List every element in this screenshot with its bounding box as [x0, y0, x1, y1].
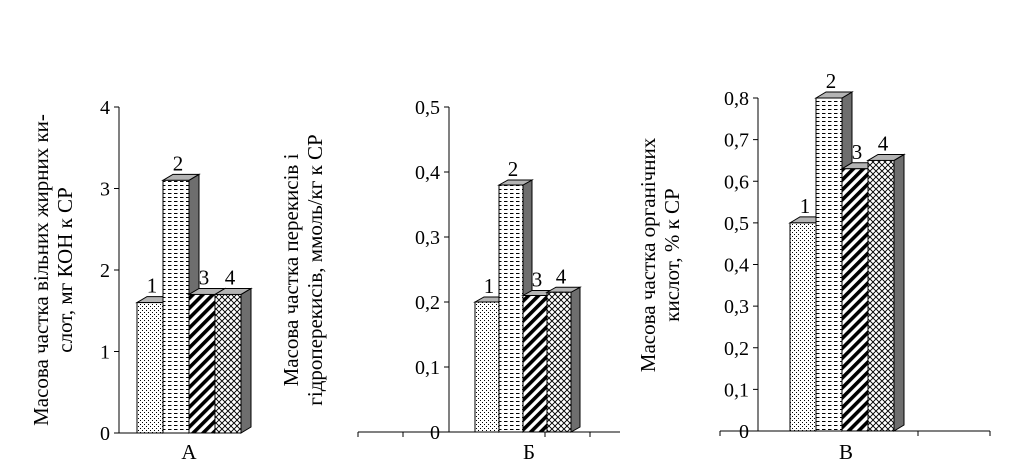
panel-label: В — [839, 440, 853, 464]
y-tick-label: 0,4 — [724, 255, 749, 277]
y-tick-label: 0,3 — [415, 227, 440, 249]
y-tick-label: 0,5 — [415, 97, 440, 119]
y-tick-label: 0,3 — [724, 296, 749, 318]
bar-label: 2 — [826, 69, 837, 93]
y-tick-label: 0 — [739, 421, 749, 443]
bar-label: 1 — [147, 274, 158, 298]
y-tick-label: 4 — [100, 97, 110, 119]
y-tick-label: 0,1 — [724, 379, 749, 401]
bar-4 — [867, 159, 895, 432]
bar-label: 4 — [556, 264, 567, 288]
bar-side — [570, 286, 581, 433]
y-axis-label: гідроперекисів, ммоль/кг к СР — [303, 134, 327, 405]
y-tick-label: 0,4 — [415, 162, 440, 184]
y-tick-label: 0 — [100, 423, 110, 445]
bar-4 — [214, 293, 242, 434]
bar-label: 1 — [800, 194, 811, 218]
bar-2 — [162, 179, 190, 434]
y-tick-label: 0,5 — [724, 213, 749, 235]
y-tick-label: 0,6 — [724, 171, 749, 193]
y-axis-label: слот, мг КОН к СР — [53, 187, 77, 352]
y-tick-label: 2 — [100, 260, 110, 282]
bar-label: 3 — [852, 140, 863, 164]
y-axis-label: Масова частка органічних — [636, 137, 660, 372]
y-tick-label: 0,7 — [724, 130, 749, 152]
y-tick-label: 0,1 — [415, 357, 440, 379]
bar-1 — [136, 302, 164, 434]
bar-1 — [789, 222, 817, 432]
bar-2 — [815, 97, 843, 432]
bar-side — [893, 153, 905, 432]
y-tick-label: 3 — [100, 179, 110, 201]
y-tick-label: 0,2 — [415, 292, 440, 314]
bar-label: 3 — [532, 268, 543, 292]
y-axis-label: Масова частка вільних жирних ки- — [29, 114, 53, 426]
bar-label: 3 — [199, 265, 210, 289]
bar-2 — [498, 184, 524, 433]
y-axis-label: кислот, % к СР — [660, 188, 684, 321]
bar-3 — [841, 168, 869, 432]
bar-label: 4 — [225, 265, 236, 289]
bar-3 — [188, 293, 216, 434]
panel-label: А — [181, 440, 197, 464]
bar-3 — [522, 295, 548, 433]
y-tick-label: 0,2 — [724, 338, 749, 360]
bar-label: 2 — [508, 157, 519, 181]
y-axis-label: Масова частка перекисів і — [279, 153, 303, 386]
y-tick-label: 1 — [100, 342, 110, 364]
bar-label: 2 — [173, 151, 184, 175]
y-tick-label: 0,8 — [724, 88, 749, 110]
bar-label: 1 — [484, 274, 495, 298]
y-tick-label: 0 — [430, 422, 440, 444]
bar-1 — [474, 301, 500, 433]
bar-side — [240, 287, 252, 434]
bar-4 — [546, 291, 572, 433]
panel-label: Б — [523, 440, 535, 464]
bar-label: 4 — [878, 131, 889, 155]
